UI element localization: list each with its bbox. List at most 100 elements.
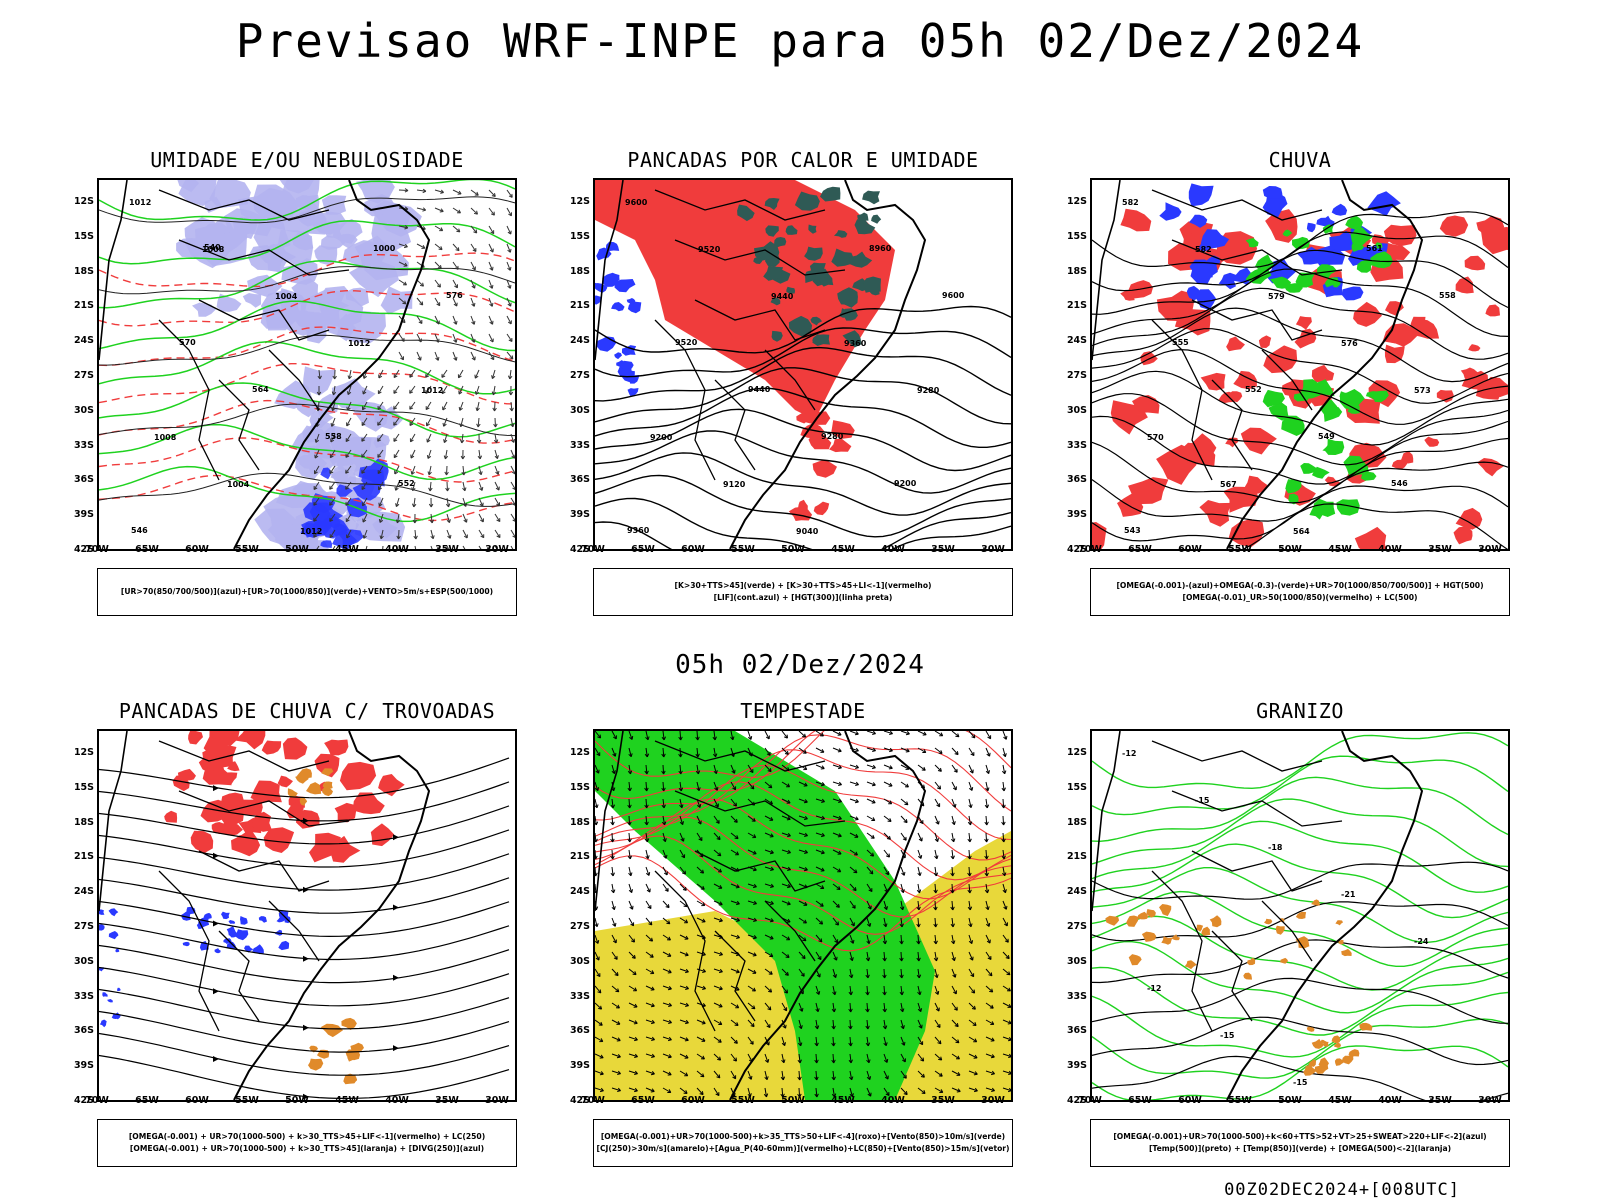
lon-tick-label: 65W <box>1128 1095 1152 1106</box>
contour-label: -24 <box>1414 937 1429 946</box>
map-canvas-granizo: -12 -15 -18 -21 -24 -12 -15 -15 <box>1092 731 1508 1100</box>
lat-tick-label: 12S <box>1066 747 1087 758</box>
map-canvas-chuva: 582 582 579 576 573 570 567 564 561 558 555 552 549 5… <box>1092 180 1508 549</box>
contour-label: 1012 <box>300 527 322 536</box>
contour-label: 552 <box>398 479 415 488</box>
forecast-time-label: 05h 02/Dez/2024 <box>675 650 925 680</box>
legend-line: [UR>70(850/700/500)](azul)+[UR>70(1000/8… <box>120 587 494 596</box>
map-pancadas-calor: 9600 9520 9440 9360 9280 9200 9120 9040 8960 9600… <box>593 178 1013 551</box>
contour-label: 9440 <box>748 385 771 394</box>
lon-tick-label: 55W <box>731 1095 755 1106</box>
contour-label: 9120 <box>723 480 746 489</box>
map-canvas-pancadas-calor: 9600 9520 9440 9360 9280 9200 9120 9040 8960 9600… <box>595 180 1011 549</box>
contour-label: -15 <box>1293 1078 1308 1087</box>
map-chuva: 582 582 579 576 573 570 567 564 561 558 555 552 549 5… <box>1090 178 1510 551</box>
lat-tick-label: 36S <box>73 1025 94 1037</box>
lat-tick-label: 30S <box>73 955 94 967</box>
contour-label: 9360 <box>844 339 867 348</box>
lat-tick-label: 24S <box>1066 335 1087 347</box>
lat-tick-label: 15S <box>73 230 94 242</box>
map-canvas-umidade: 1012 1008 1004 1012 1012 1008 1004 1012 1000 576 5… <box>99 180 515 549</box>
contour-label: -18 <box>1268 843 1283 852</box>
contour-label: 9360 <box>627 526 650 535</box>
panel-title-trovoadas: PANCADAS DE CHUVA C/ TROVOADAS <box>118 699 496 723</box>
lat-tick-label: 21S <box>1066 300 1087 312</box>
lon-tick-label: 30W <box>981 1095 1005 1106</box>
contour-label: 540 <box>204 243 221 252</box>
lon-tick-label: 70W <box>1078 1095 1102 1106</box>
contour-label: 1012 <box>421 386 443 395</box>
lon-tick-label: 40W <box>881 1095 905 1106</box>
lat-tick-label: 33S <box>1066 439 1087 451</box>
map-granizo: -12 -15 -18 -21 -24 -12 -15 -15 <box>1090 729 1510 1102</box>
lon-tick-label: 50W <box>285 544 309 555</box>
legend-umidade: [UR>70(850/700/500)](azul)+[UR>70(1000/8… <box>97 568 517 616</box>
contour-label: 549 <box>1318 432 1335 441</box>
lon-tick-label: 60W <box>681 544 705 555</box>
lat-tick-label: 39S <box>569 1060 590 1072</box>
lon-tick-label: 45W <box>335 544 359 555</box>
lon-tick-label: 65W <box>135 1095 159 1106</box>
lat-tick-label: 33S <box>569 439 590 451</box>
lon-tick-label: 70W <box>581 544 605 555</box>
lat-tick-label: 18S <box>569 816 590 828</box>
contour-label: 9520 <box>675 338 698 347</box>
lon-tick-label: 35W <box>1428 544 1452 555</box>
contour-label: 9600 <box>942 291 965 300</box>
contour-label: -12 <box>1122 749 1136 758</box>
lon-tick-label: 65W <box>135 544 159 555</box>
contour-label: 546 <box>1391 479 1408 488</box>
contour-label: 552 <box>1245 385 1262 394</box>
lon-tick-label: 30W <box>485 1095 509 1106</box>
lat-tick-label: 42S <box>569 1095 590 1106</box>
legend-tempestade: [OMEGA(-0.001)+UR>70(1000-500)+k>35_TTS>… <box>593 1119 1013 1167</box>
legend-line: [OMEGA(-0.001)+UR>70(1000-500)+k>35_TTS>… <box>600 1132 1006 1141</box>
lon-tick-label: 55W <box>1228 544 1252 555</box>
lat-tick-label: 21S <box>1066 851 1087 863</box>
lon-tick-label: 65W <box>1128 544 1152 555</box>
lat-tick-label: 15S <box>569 230 590 242</box>
main-title: Previsao WRF-INPE para 05h 02/Dez/2024 <box>235 14 1365 68</box>
lat-tick-label: 27S <box>1066 370 1087 381</box>
lat-tick-label: 24S <box>73 335 94 347</box>
contour-label: 573 <box>1414 386 1431 395</box>
lat-tick-label: 36S <box>1066 1025 1087 1037</box>
lat-tick-label: 18S <box>1066 265 1087 277</box>
legend-line: [Temp(500)](preto) + [Temp(850)](verde) … <box>1148 1144 1452 1153</box>
lat-tick-label: 39S <box>1066 1060 1087 1072</box>
lat-tick-label: 39S <box>73 509 94 521</box>
contour-label: 1000 <box>373 244 396 253</box>
lon-tick-label: 55W <box>235 1095 259 1106</box>
lon-tick-label: 55W <box>235 544 259 555</box>
lon-tick-label: 60W <box>185 1095 209 1106</box>
contour-label: -15 <box>1195 796 1210 805</box>
contour-label: 9520 <box>698 245 721 254</box>
lat-tick-label: 15S <box>1066 230 1087 242</box>
lon-tick-label: 55W <box>1228 1095 1252 1106</box>
lat-tick-label: 30S <box>1066 404 1087 416</box>
contour-label: 9600 <box>625 198 648 207</box>
panel-title-pancadas-calor: PANCADAS POR CALOR E UMIDADE <box>627 148 979 172</box>
map-tempestade <box>593 729 1013 1102</box>
lat-tick-label: 12S <box>1066 196 1087 207</box>
panel-title-tempestade: TEMPESTADE <box>740 699 866 723</box>
lat-tick-label: 42S <box>1066 1095 1087 1106</box>
lon-tick-label: 60W <box>1178 544 1202 555</box>
contour-label: 570 <box>179 338 196 347</box>
lon-tick-label: 35W <box>435 544 459 555</box>
legend-pancadas-calor: [K>30+TTS>45](verde) + [K>30+TTS>45+LI<-… <box>593 568 1013 616</box>
lon-tick-label: 50W <box>1278 544 1302 555</box>
contour-label: 9280 <box>917 386 940 395</box>
legend-line: [K>30+TTS>45](verde) + [K>30+TTS>45+LI<-… <box>674 581 932 590</box>
lat-tick-label: 24S <box>73 886 94 898</box>
lon-tick-label: 45W <box>831 544 855 555</box>
lat-tick-label: 27S <box>73 370 94 381</box>
lat-tick-label: 33S <box>569 990 590 1002</box>
lon-tick-label: 40W <box>385 544 409 555</box>
lat-tick-label: 12S <box>569 747 590 758</box>
contour-label: 8960 <box>869 244 892 253</box>
contour-label: 1008 <box>202 245 225 254</box>
lon-tick-label: 55W <box>731 544 755 555</box>
contour-label: 579 <box>1268 292 1285 301</box>
contour-label: 564 <box>252 385 269 394</box>
